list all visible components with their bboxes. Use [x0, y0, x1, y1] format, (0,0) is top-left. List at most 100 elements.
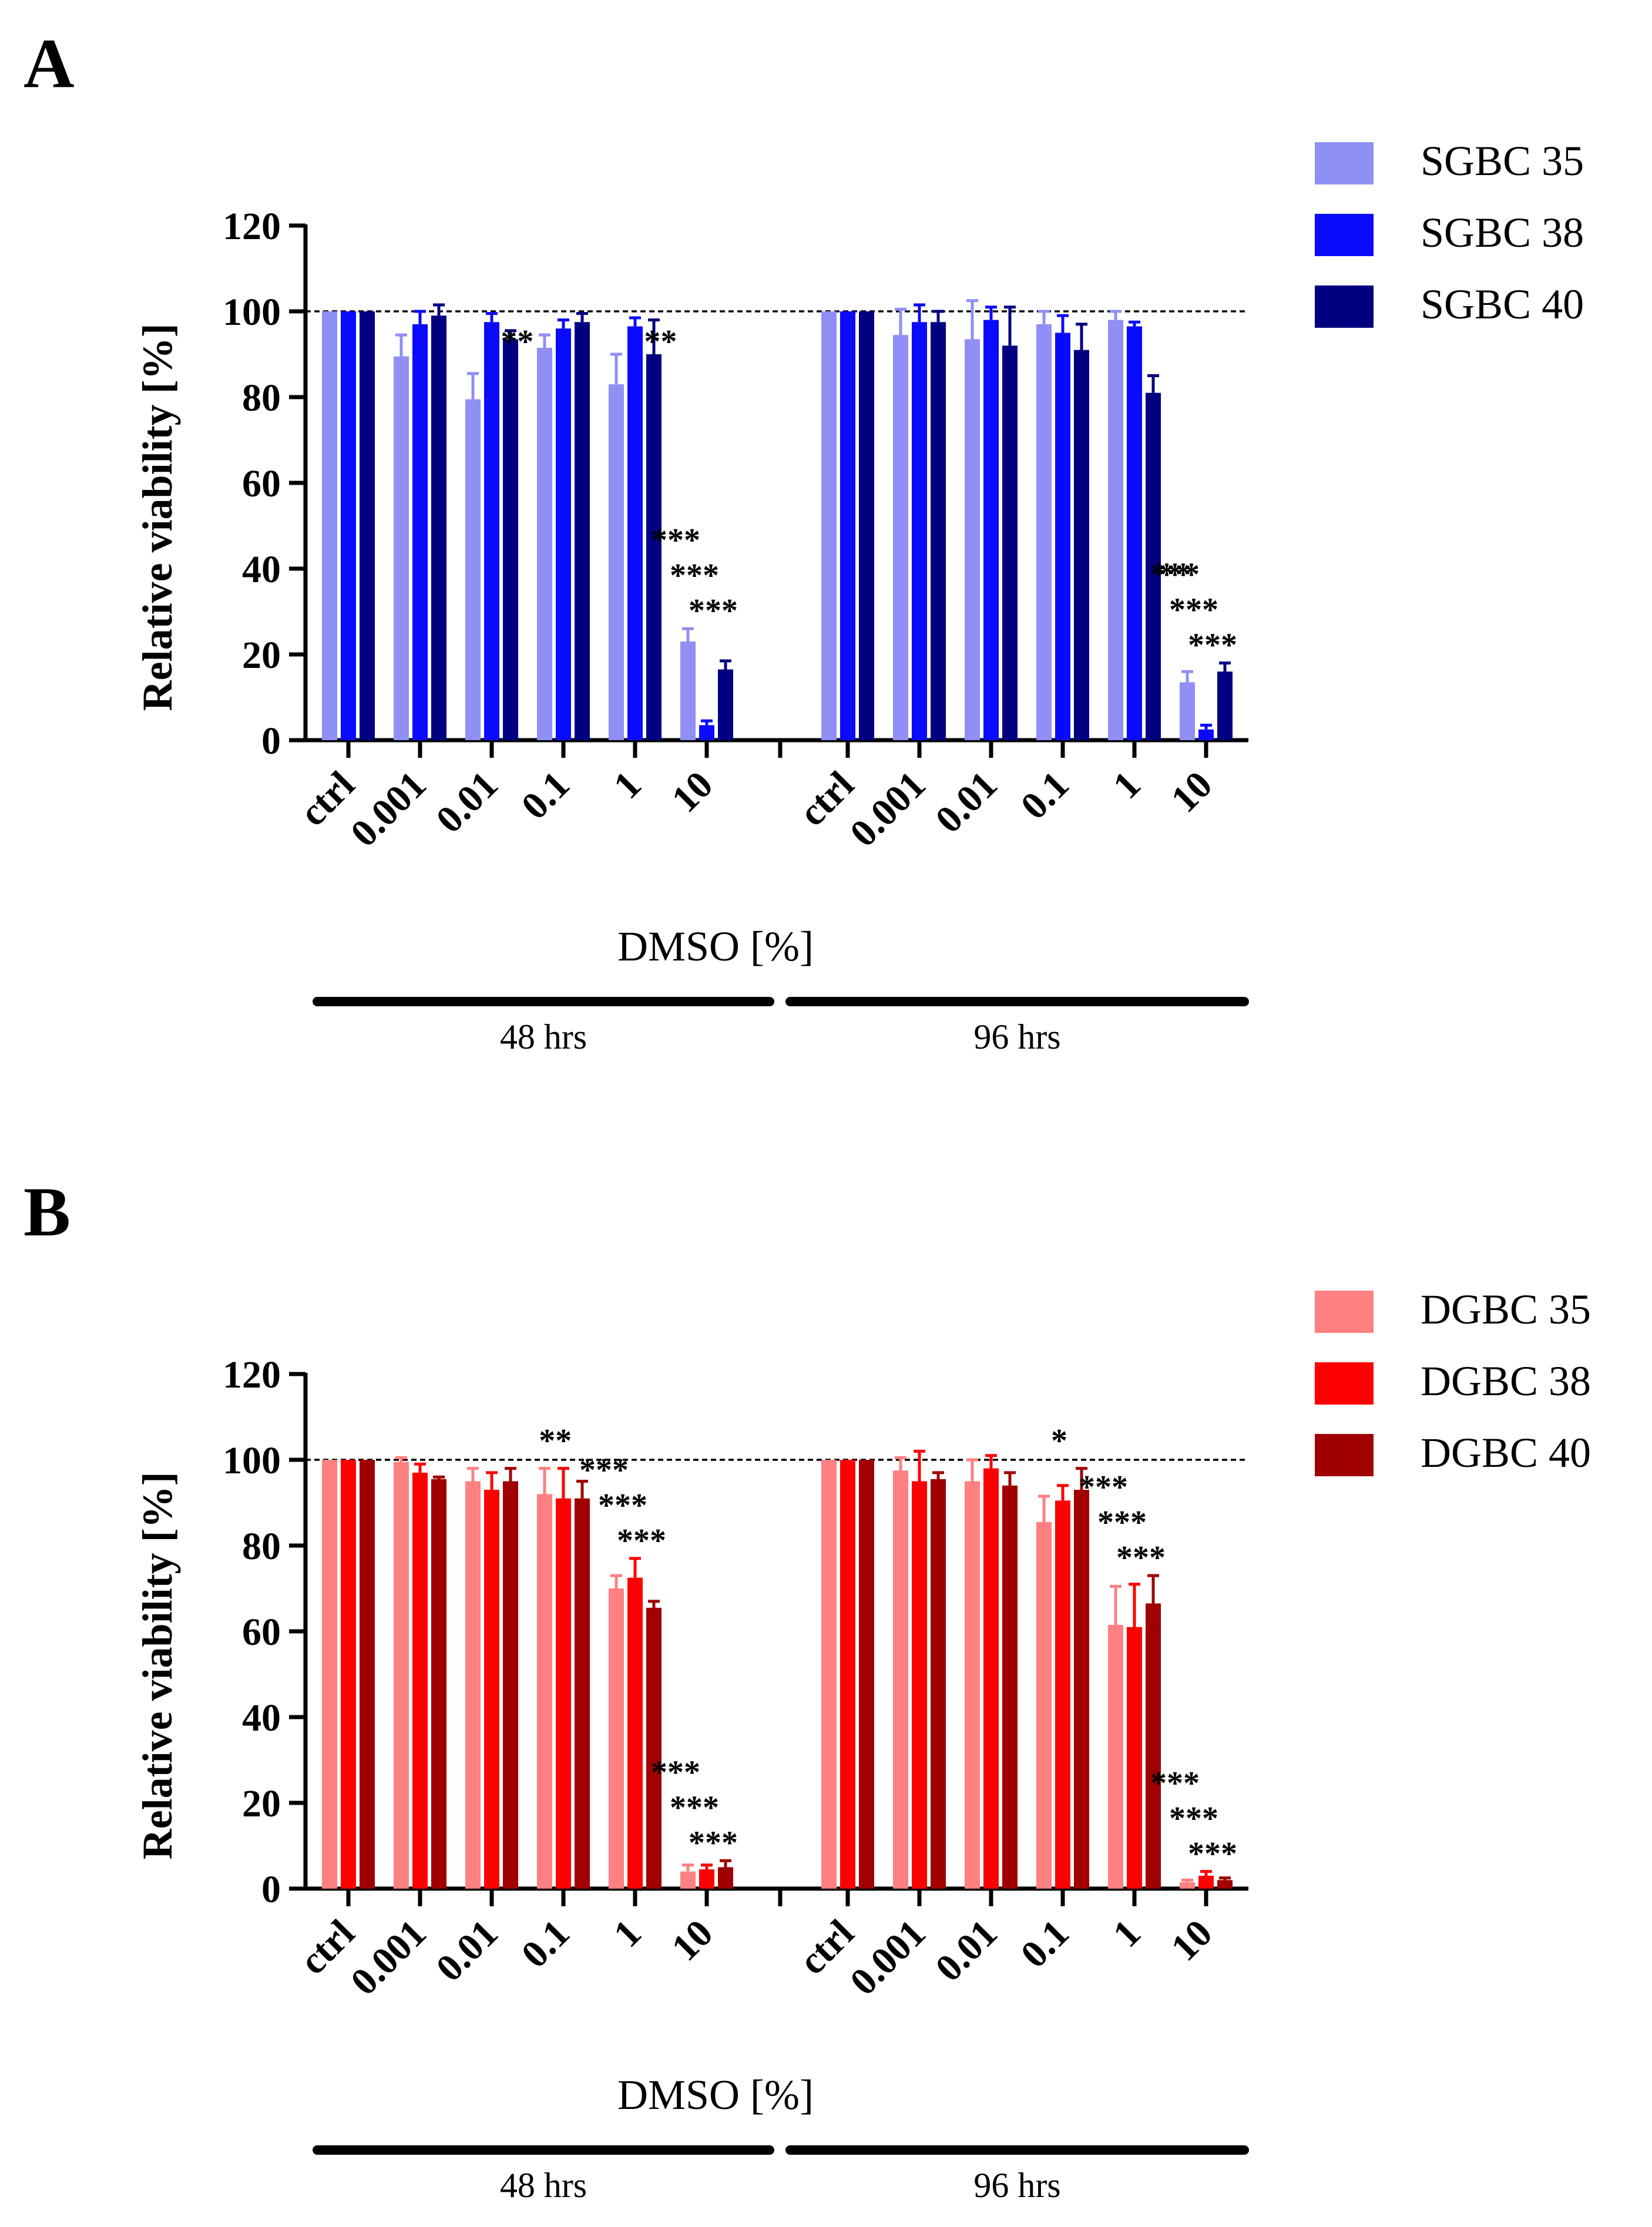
significance-mark: **	[644, 324, 677, 360]
significance-mark: ***	[1188, 627, 1237, 664]
x-category-label: 0.1	[1013, 763, 1077, 828]
bar	[1198, 729, 1214, 740]
bar	[893, 1470, 908, 1889]
x-category-label: 10	[1163, 1912, 1220, 1969]
significance-mark: ***	[1169, 592, 1218, 629]
bar	[609, 1588, 624, 1889]
y-tick-label: 80	[242, 377, 281, 419]
group-label: 48 hrs	[500, 1017, 587, 1056]
significance-mark: ***	[1150, 557, 1200, 593]
significance-mark: ***	[617, 1523, 666, 1559]
x-category-label: 0.01	[927, 763, 1005, 841]
bar	[1074, 350, 1089, 740]
bar	[537, 348, 552, 740]
panel-label: A	[23, 24, 75, 102]
bar	[1217, 671, 1233, 740]
bar	[1217, 1880, 1233, 1889]
significance-mark: ***	[670, 1790, 719, 1826]
bar	[1198, 1876, 1214, 1889]
legend-swatch	[1315, 1291, 1374, 1333]
y-tick-label: 40	[242, 1697, 281, 1739]
significance-mark: ***	[651, 1755, 700, 1791]
legend-swatch	[1315, 1362, 1374, 1405]
bar	[431, 1479, 446, 1889]
significance-mark: ***	[1097, 1504, 1147, 1541]
bar	[484, 322, 499, 740]
legend-swatch	[1315, 142, 1374, 184]
bar	[537, 1494, 552, 1889]
significance-mark: **	[501, 324, 533, 360]
x-category-label: 1	[606, 763, 650, 807]
bar	[1108, 320, 1123, 740]
bar	[1055, 332, 1070, 740]
bar	[680, 1871, 696, 1889]
significance-mark: *	[1051, 1423, 1067, 1459]
y-tick-label: 20	[242, 1782, 281, 1825]
significance-mark: **	[1159, 557, 1191, 593]
bar	[609, 384, 624, 740]
significance-mark: ***	[579, 1452, 629, 1489]
bar	[840, 311, 855, 740]
bar	[360, 311, 375, 740]
bar	[1002, 1485, 1018, 1889]
bar	[556, 1498, 571, 1889]
x-category-label: 0.1	[1013, 1912, 1077, 1976]
significance-mark: ***	[689, 1825, 738, 1862]
bar	[394, 1462, 409, 1889]
bar	[341, 311, 356, 740]
x-category-label: 0.1	[513, 1912, 578, 1976]
bar	[341, 1460, 356, 1889]
bar	[893, 335, 908, 740]
significance-mark: **	[539, 1423, 572, 1459]
y-tick-label: 0	[261, 1868, 281, 1911]
bar	[627, 1577, 643, 1889]
x-category-label: 0.01	[428, 763, 506, 841]
x-category-label: 0.01	[927, 1912, 1005, 1990]
y-tick-label: 60	[242, 1611, 281, 1654]
bar	[360, 1460, 375, 1889]
x-category-label: 1	[606, 1912, 650, 1956]
panel-label: B	[23, 1173, 70, 1251]
bar	[1055, 1500, 1070, 1889]
legend-label: DGBC 35	[1421, 1286, 1591, 1333]
x-category-label: 10	[1163, 763, 1220, 821]
legend-label: SGBC 40	[1421, 281, 1584, 328]
y-tick-label: 60	[242, 462, 281, 505]
bar	[983, 1468, 999, 1889]
x-category-label: 0.001	[343, 1912, 435, 2004]
bar	[412, 1472, 428, 1889]
significance-mark: ***	[598, 1487, 647, 1524]
bar	[646, 1607, 662, 1889]
y-tick-label: 120	[223, 1353, 281, 1396]
y-tick-label: 100	[223, 1439, 281, 1482]
bar	[465, 399, 481, 740]
x-category-label: 0.01	[428, 1912, 506, 1990]
bar	[699, 1869, 714, 1889]
bar	[465, 1481, 481, 1889]
significance-mark: ***	[1116, 1540, 1166, 1576]
x-category-label: 10	[663, 1912, 721, 1969]
x-category-label: 0.001	[842, 1912, 934, 2004]
bar	[699, 725, 714, 740]
bar	[575, 1498, 590, 1889]
significance-mark: ***	[1169, 1801, 1218, 1837]
x-axis-title: DMSO [%]	[617, 2071, 814, 2118]
bar	[322, 311, 337, 740]
x-category-label: 0.1	[513, 763, 578, 828]
x-category-label: 0.001	[842, 763, 934, 855]
bar	[627, 326, 643, 740]
bar	[322, 1460, 337, 1889]
bar	[680, 641, 696, 740]
bar	[394, 356, 409, 740]
significance-mark: ***	[670, 557, 719, 594]
bar	[1180, 682, 1195, 740]
group-label: 96 hrs	[973, 1017, 1060, 1056]
bar	[931, 1479, 946, 1889]
bar	[859, 311, 874, 740]
bar	[1074, 1490, 1089, 1889]
bar	[1127, 326, 1142, 740]
group-label: 48 hrs	[500, 2166, 587, 2205]
